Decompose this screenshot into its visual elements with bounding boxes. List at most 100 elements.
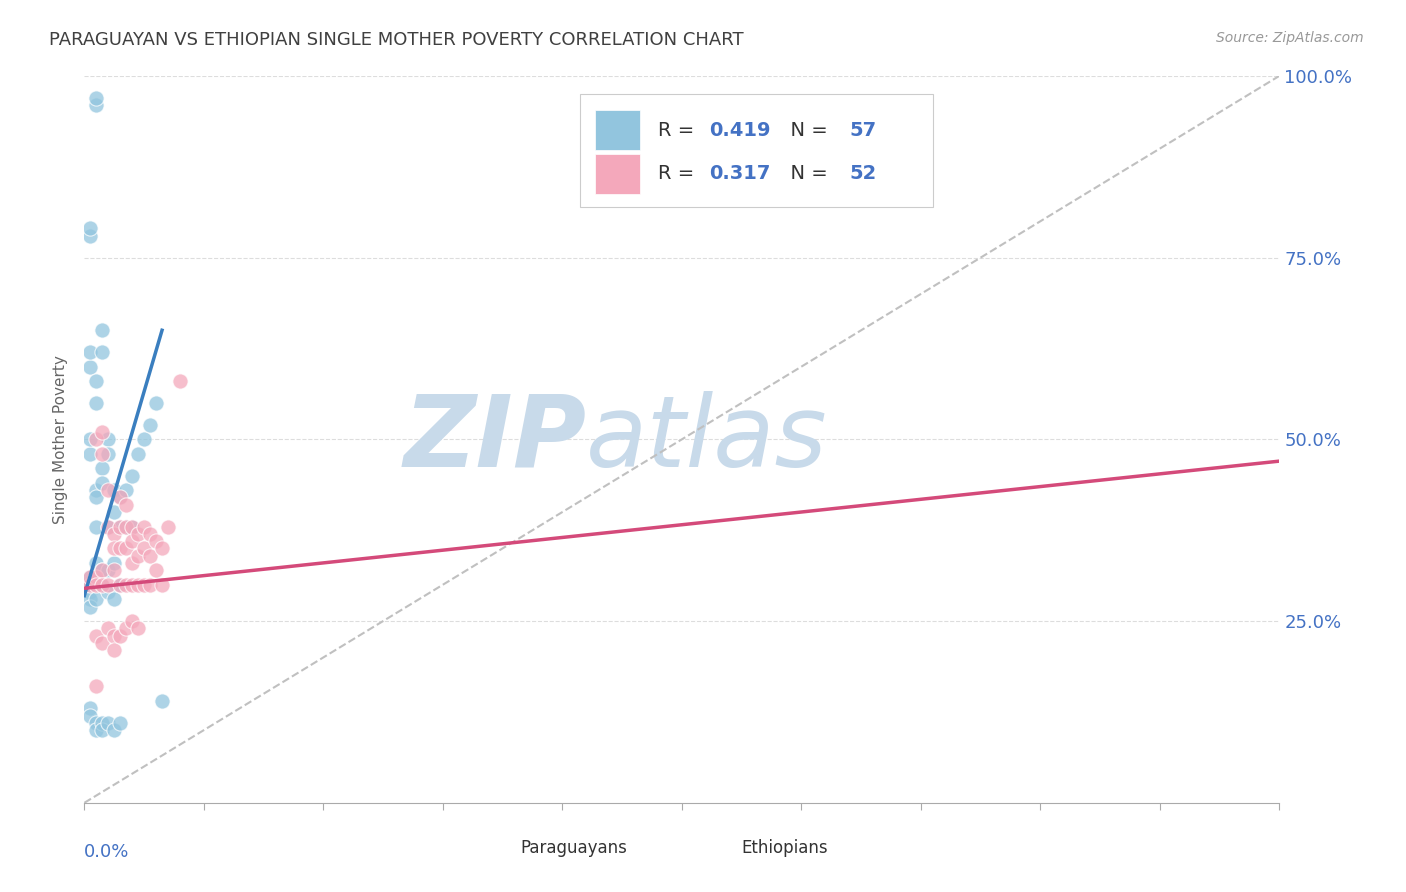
Point	[86, 98, 108, 112]
Point	[97, 447, 120, 461]
Point	[103, 556, 125, 570]
Text: atlas: atlas	[586, 391, 828, 488]
Point	[110, 578, 132, 592]
Text: N =: N =	[778, 164, 834, 184]
Point	[91, 723, 114, 737]
Point	[139, 417, 162, 432]
Point	[79, 447, 101, 461]
Point	[86, 556, 108, 570]
Point	[91, 563, 114, 577]
Point	[115, 519, 138, 533]
Point	[132, 578, 156, 592]
Point	[103, 592, 125, 607]
Point	[110, 715, 132, 730]
FancyBboxPatch shape	[595, 154, 640, 194]
Text: ZIP: ZIP	[404, 391, 586, 488]
Point	[86, 570, 108, 584]
Point	[79, 570, 101, 584]
Point	[79, 578, 101, 592]
Point	[79, 221, 101, 235]
Point	[103, 563, 125, 577]
Point	[110, 541, 132, 556]
Point	[132, 432, 156, 446]
Point	[86, 374, 108, 388]
Point	[91, 345, 114, 359]
Point	[121, 468, 143, 483]
Point	[79, 578, 101, 592]
Point	[79, 228, 101, 243]
Point	[86, 723, 108, 737]
Point	[103, 629, 125, 643]
FancyBboxPatch shape	[695, 833, 730, 863]
Point	[103, 541, 125, 556]
Text: 0.317: 0.317	[710, 164, 770, 184]
Point	[115, 483, 138, 498]
Point	[115, 621, 138, 635]
Point	[115, 498, 138, 512]
Point	[121, 556, 143, 570]
Point	[79, 599, 101, 614]
Point	[115, 519, 138, 533]
Point	[91, 447, 114, 461]
Point	[79, 432, 101, 446]
Point	[91, 715, 114, 730]
Point	[127, 578, 149, 592]
Point	[110, 491, 132, 505]
Point	[157, 519, 180, 533]
Point	[91, 578, 114, 592]
Point	[139, 578, 162, 592]
Point	[127, 549, 149, 563]
Point	[169, 374, 191, 388]
Point	[79, 359, 101, 374]
Point	[91, 636, 114, 650]
Point	[150, 578, 173, 592]
Point	[86, 90, 108, 104]
Point	[121, 519, 143, 533]
Point	[132, 519, 156, 533]
Point	[103, 643, 125, 657]
Point	[86, 578, 108, 592]
Point	[91, 461, 114, 475]
Point	[127, 526, 149, 541]
FancyBboxPatch shape	[472, 833, 509, 863]
Point	[139, 549, 162, 563]
Point	[86, 483, 108, 498]
Point	[97, 519, 120, 533]
Point	[86, 578, 108, 592]
Point	[86, 715, 108, 730]
Point	[97, 621, 120, 635]
Point	[127, 621, 149, 635]
FancyBboxPatch shape	[595, 111, 640, 151]
Text: R =: R =	[658, 164, 700, 184]
Point	[79, 570, 101, 584]
Point	[121, 519, 143, 533]
Point	[115, 541, 138, 556]
Point	[110, 629, 132, 643]
Point	[127, 447, 149, 461]
Point	[86, 592, 108, 607]
Point	[79, 701, 101, 715]
Point	[86, 680, 108, 694]
Point	[110, 578, 132, 592]
Point	[91, 578, 114, 592]
Point	[145, 396, 167, 410]
Text: 0.0%: 0.0%	[84, 843, 129, 861]
Text: R =: R =	[658, 120, 700, 140]
Point	[79, 345, 101, 359]
Point	[121, 534, 143, 549]
Point	[150, 541, 173, 556]
Text: Source: ZipAtlas.com: Source: ZipAtlas.com	[1216, 31, 1364, 45]
Point	[97, 563, 120, 577]
Point	[132, 541, 156, 556]
Point	[103, 505, 125, 519]
Point	[115, 578, 138, 592]
Point	[86, 396, 108, 410]
Point	[79, 592, 101, 607]
Point	[97, 585, 120, 599]
Point	[145, 563, 167, 577]
FancyBboxPatch shape	[581, 94, 934, 207]
Point	[110, 519, 132, 533]
Point	[91, 323, 114, 337]
Point	[103, 483, 125, 498]
Text: Paraguayans: Paraguayans	[520, 838, 627, 857]
